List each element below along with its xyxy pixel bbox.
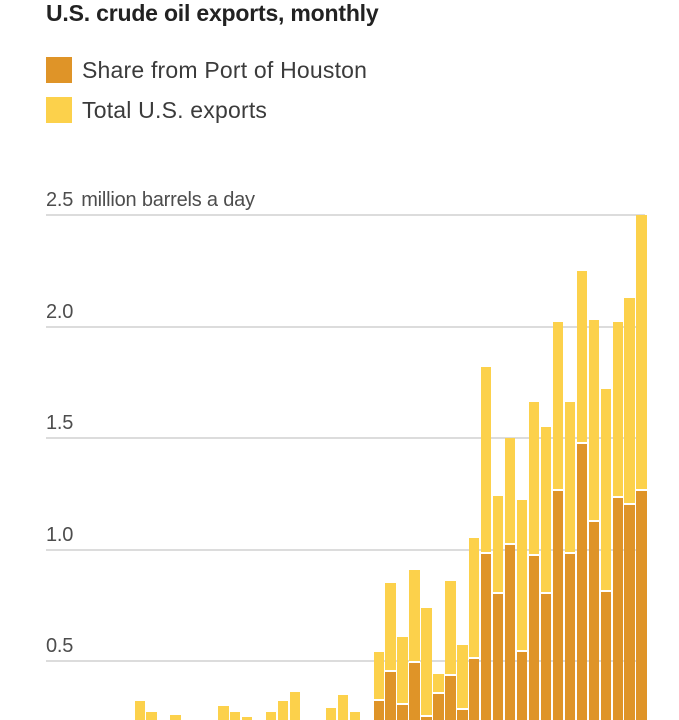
bar-month-9 <box>230 712 241 720</box>
bar-month-22 <box>385 583 396 720</box>
houston-share-segment <box>612 495 623 720</box>
bar-month-31 <box>493 496 504 720</box>
houston-share-segment <box>373 698 384 720</box>
houston-share-segment <box>397 703 408 720</box>
bar-month-23 <box>397 636 408 720</box>
y-tick-label-1.0: 1.0 <box>46 523 74 546</box>
bar-month-25 <box>421 607 432 720</box>
gridline-1.0 <box>46 548 645 551</box>
houston-share-segment <box>552 489 564 720</box>
bar-month-8 <box>218 705 229 720</box>
chart-title: U.S. crude oil exports, monthly <box>46 0 379 26</box>
houston-share-segment <box>636 489 647 720</box>
bar-month-28 <box>457 645 468 720</box>
y-axis-unit-label: million barrels a day <box>81 189 255 211</box>
houston-share-segment <box>433 692 444 720</box>
y-tick-label-1.5: 1.5 <box>46 412 74 434</box>
bar-month-34 <box>528 402 540 720</box>
houston-share-segment <box>600 589 611 720</box>
bar-month-1 <box>134 701 145 720</box>
legend-label-total: Total U.S. exports <box>82 96 268 123</box>
houston-share-segment <box>385 670 396 720</box>
bar-month-12 <box>265 712 277 720</box>
legend-item-total: Total U.S. exports <box>46 97 367 123</box>
y-tick-label-0.5: 0.5 <box>46 635 74 657</box>
total-series-swatch-icon <box>46 97 72 123</box>
legend-item-houston: Share from Port of Houston <box>46 57 367 83</box>
houston-share-segment <box>588 520 599 720</box>
gridline-2.0 <box>46 325 645 328</box>
y-tick-label-2.5: 2.5 million barrels a day <box>46 189 255 211</box>
bar-month-33 <box>516 500 528 720</box>
bar-month-42 <box>624 297 635 720</box>
houston-share-segment <box>576 442 588 720</box>
gridline-0.5 <box>46 660 645 662</box>
houston-share-segment <box>409 660 420 720</box>
houston-series-swatch-icon <box>46 57 72 83</box>
bar-month-26 <box>433 674 444 720</box>
bar-month-29 <box>469 538 480 720</box>
houston-share-segment <box>445 674 456 720</box>
bar-month-40 <box>600 388 611 720</box>
bar-month-37 <box>564 402 576 720</box>
bar-month-38 <box>576 270 588 720</box>
y-tick-label-2.0: 2.0 <box>46 300 74 323</box>
gridline-2.5 <box>46 214 645 216</box>
bar-month-18 <box>337 694 349 720</box>
bar-month-43 <box>636 215 647 720</box>
legend-label-houston: Share from Port of Houston <box>82 56 368 83</box>
bar-month-21 <box>373 652 384 720</box>
gridline-1.5 <box>46 437 645 439</box>
bar-month-4 <box>170 714 181 720</box>
houston-share-segment <box>481 551 492 720</box>
bar-month-13 <box>277 701 289 720</box>
houston-share-segment <box>421 714 432 720</box>
houston-share-segment <box>469 656 480 720</box>
legend: Share from Port of Houston Total U.S. ex… <box>46 57 367 137</box>
bar-month-27 <box>445 580 456 720</box>
houston-share-segment <box>540 591 552 720</box>
houston-share-segment <box>457 707 468 720</box>
bar-month-30 <box>481 366 492 720</box>
houston-share-segment <box>493 591 504 720</box>
bar-month-35 <box>540 426 552 720</box>
bar-month-36 <box>552 322 564 720</box>
houston-share-segment <box>504 542 516 720</box>
houston-share-segment <box>564 551 576 720</box>
houston-share-segment <box>528 553 540 720</box>
bar-month-39 <box>588 319 599 720</box>
bar-month-2 <box>146 712 157 720</box>
bar-month-19 <box>349 712 360 720</box>
bar-month-41 <box>612 322 623 720</box>
houston-share-segment <box>516 649 528 720</box>
bar-month-24 <box>409 569 420 720</box>
bar-month-32 <box>504 438 516 720</box>
houston-share-segment <box>624 502 635 720</box>
bar-month-14 <box>289 692 301 720</box>
bar-month-17 <box>325 707 337 720</box>
bar-month-10 <box>242 716 253 720</box>
